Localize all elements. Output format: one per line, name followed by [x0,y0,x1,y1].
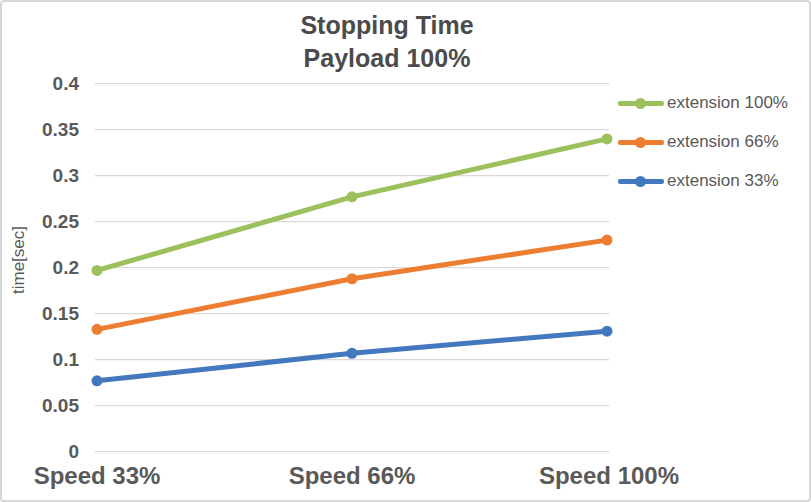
y-tick-label: 0 [2,440,79,464]
legend-line-marker-icon [618,98,664,109]
series-point-extension-66- [347,273,358,284]
chart-container: Stopping Time Payload 100% time[sec] 00.… [0,0,811,502]
series-line-extension-66- [97,240,607,329]
y-tick-label: 0.3 [2,164,79,188]
series-point-extension-100- [92,265,103,276]
chart-title-line1: Stopping Time [2,9,772,42]
plot-area-svg [95,83,609,453]
legend: extension 100% extension 66% extension 33% [618,90,788,207]
y-tick-label: 0.1 [2,348,79,372]
legend-label: extension 33% [667,171,779,191]
y-tick-label: 0.25 [2,210,79,234]
y-tick-label: 0.35 [2,118,79,142]
x-category-label: Speed 33% [0,463,197,489]
legend-line-marker-icon [618,137,664,148]
legend-item: extension 100% [618,90,788,116]
series-point-extension-33- [347,348,358,359]
x-category-label: Speed 66% [252,463,452,489]
y-tick-label: 0.2 [2,256,79,280]
series-point-extension-66- [602,235,613,246]
series-point-extension-100- [602,133,613,144]
y-tick-label: 0.15 [2,302,79,326]
y-tick-label: 0.4 [2,72,79,96]
legend-line-marker-icon [618,176,664,187]
chart-title: Stopping Time Payload 100% [2,9,772,75]
legend-item: extension 66% [618,129,788,155]
legend-item: extension 33% [618,168,788,194]
series-point-extension-33- [92,375,103,386]
legend-label: extension 66% [667,132,779,152]
y-tick-label: 0.05 [2,394,79,418]
series-point-extension-66- [92,324,103,335]
series-point-extension-100- [347,191,358,202]
legend-label: extension 100% [667,93,788,113]
x-category-label: Speed 100% [509,463,709,489]
series-point-extension-33- [602,326,613,337]
chart-title-line2: Payload 100% [2,42,772,75]
